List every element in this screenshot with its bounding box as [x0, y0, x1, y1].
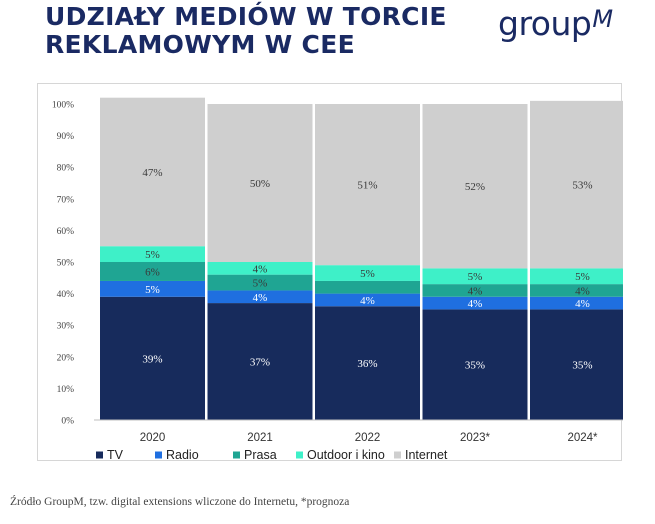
- bar-segment-outdoor-i-kino: [530, 268, 623, 285]
- legend-label: TV: [107, 448, 124, 462]
- legend-label: Radio: [166, 448, 199, 462]
- bar-segment-prasa: [530, 284, 623, 297]
- chart-frame: 0% 10% 20% 30% 40% 50% 60% 70% 80% 90% 100% 39% 5% 6%…: [37, 83, 623, 462]
- data-label: 35%: [572, 360, 592, 372]
- data-label: 4%: [253, 292, 268, 304]
- data-label: 37%: [250, 357, 270, 369]
- x-tick-label: 2023*: [460, 432, 491, 444]
- data-label: 5%: [145, 249, 160, 261]
- x-tick-label: 2021: [247, 432, 273, 444]
- bar-segment-internet: [315, 104, 420, 266]
- data-label: 4%: [468, 298, 483, 310]
- groupm-logo: groupM: [498, 4, 613, 43]
- bar-segment-tv: [315, 306, 420, 420]
- logo-text: group: [498, 4, 592, 43]
- data-label: 5%: [145, 284, 160, 296]
- y-tick-label: 20%: [57, 353, 75, 363]
- data-label: 4%: [253, 263, 268, 275]
- y-tick-label: 30%: [57, 322, 75, 332]
- bar-segment-internet: [422, 104, 528, 269]
- source-note: Źródło GroupM, tzw. digital extensions w…: [10, 496, 350, 508]
- legend-swatch: [296, 451, 303, 459]
- y-tick-label: 10%: [57, 385, 75, 395]
- y-tick-label: 100%: [52, 101, 74, 111]
- data-label: 35%: [465, 360, 485, 372]
- data-label: 4%: [360, 295, 375, 307]
- y-tick-label: 50%: [57, 259, 75, 269]
- bar-segment-outdoor-i-kino: [422, 268, 528, 285]
- bar-segment-internet: [100, 97, 205, 247]
- bar-segment-radio: [315, 293, 420, 307]
- legend-swatch: [394, 451, 401, 459]
- bar-segment-radio: [100, 280, 205, 297]
- bar-segment-internet: [207, 104, 313, 262]
- y-tick-label: 0%: [61, 417, 74, 427]
- data-label: 51%: [357, 180, 377, 192]
- data-label: 4%: [575, 285, 590, 297]
- legend-label: Prasa: [244, 448, 277, 462]
- bar-segment-prasa: [100, 262, 205, 281]
- data-label: 52%: [465, 181, 485, 193]
- data-label: 4%: [468, 285, 483, 297]
- data-label: 50%: [250, 178, 270, 190]
- bar-segment-tv: [530, 309, 623, 420]
- data-label: 36%: [357, 358, 377, 370]
- legend-label: Internet: [405, 448, 448, 462]
- legend-swatch: [233, 451, 240, 459]
- data-label: 5%: [575, 271, 590, 283]
- data-label: 6%: [145, 266, 160, 278]
- data-label: 5%: [468, 271, 483, 283]
- bar-segment-prasa: [315, 280, 420, 294]
- data-label: 47%: [142, 167, 162, 179]
- bar-segment-prasa: [207, 274, 313, 291]
- logo-suffix: M: [592, 5, 613, 33]
- legend-swatch: [96, 451, 103, 459]
- stacked-bar-chart: 0% 10% 20% 30% 40% 50% 60% 70% 80% 90% 100% 39% 5% 6%…: [52, 97, 623, 462]
- data-label: 4%: [575, 298, 590, 310]
- bar-segment-outdoor-i-kino: [315, 265, 420, 281]
- data-label: 53%: [572, 180, 592, 192]
- legend-label: Outdoor i kino: [307, 448, 385, 462]
- title-line-1: UDZIAŁY MEDIÓW W TORCIE: [45, 2, 447, 31]
- data-label: 39%: [142, 353, 162, 365]
- title-line-2: REKLAMOWYM W CEE: [45, 30, 355, 59]
- bar-segment-outdoor-i-kino: [100, 246, 205, 262]
- bar-segment-radio: [422, 296, 528, 310]
- bar-segment-outdoor-i-kino: [207, 262, 313, 275]
- bar-segment-internet: [530, 100, 623, 269]
- y-tick-label: 90%: [57, 132, 75, 142]
- bar-segment-tv: [207, 303, 313, 420]
- bar-segment-prasa: [422, 284, 528, 297]
- data-label: 5%: [253, 278, 268, 290]
- page-title: UDZIAŁY MEDIÓW W TORCIE REKLAMOWYM W CEE: [45, 3, 447, 59]
- y-tick-label: 60%: [57, 227, 75, 237]
- y-tick-label: 80%: [57, 164, 75, 174]
- bar-segment-tv: [100, 296, 205, 420]
- data-label: 5%: [360, 268, 375, 280]
- y-tick-label: 70%: [57, 195, 75, 205]
- bar-segment-radio: [530, 296, 623, 310]
- legend-swatch: [155, 451, 162, 459]
- y-tick-label: 40%: [57, 290, 75, 300]
- x-tick-label: 2024*: [567, 432, 598, 444]
- x-tick-label: 2020: [140, 432, 166, 444]
- x-tick-label: 2022: [355, 432, 381, 444]
- bar-segment-radio: [207, 290, 313, 304]
- bar-segment-tv: [422, 309, 528, 420]
